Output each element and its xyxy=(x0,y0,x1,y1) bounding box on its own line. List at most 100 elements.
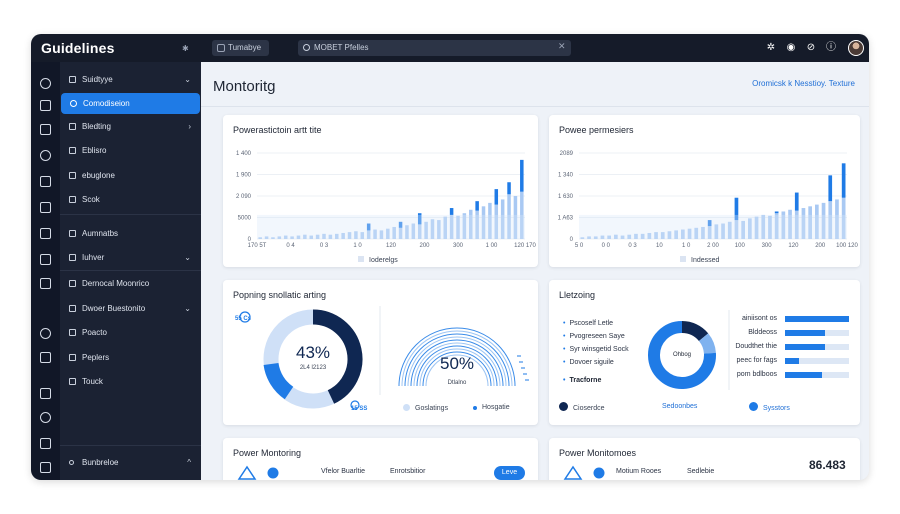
sidebar-item-aumnatbs[interactable]: Aumnatbs xyxy=(60,223,201,244)
sidebar-item-peplers[interactable]: Peplers xyxy=(60,347,201,368)
y-tick-label: 1 340 xyxy=(558,173,574,179)
bar-peak xyxy=(774,211,779,214)
settings-icon[interactable]: ⊘ xyxy=(806,42,816,53)
sidebar-item-suidtyye[interactable]: Suidtyye ⌄ xyxy=(60,69,201,90)
gauge-arc xyxy=(422,351,492,387)
header-link[interactable]: Oromicsk k Nesstioy. Texture xyxy=(752,79,855,88)
image-icon[interactable] xyxy=(40,176,51,187)
share-icon[interactable] xyxy=(40,328,51,339)
bar xyxy=(354,231,358,239)
link-icon[interactable] xyxy=(40,412,51,423)
bar xyxy=(640,233,645,239)
target-icon[interactable] xyxy=(40,150,51,161)
sidebar-item-label: Touck xyxy=(82,377,103,386)
sidebar-item-dwoer-buestonito[interactable]: Dwoer Buestonito ⌄ xyxy=(60,298,201,319)
bar xyxy=(580,237,585,239)
sidebar-item-label: Dwoer Buestonito xyxy=(82,304,146,313)
bar xyxy=(761,214,766,239)
sidebar-item-label: Peplers xyxy=(82,353,110,362)
bar xyxy=(462,213,467,239)
cloud-icon[interactable] xyxy=(40,352,51,363)
gauge-arc xyxy=(410,339,504,387)
chart-legend: Indessed xyxy=(680,256,719,264)
sidebar-item-dernocal-moonrico[interactable]: Dernocal Moonrico xyxy=(60,273,201,294)
bar xyxy=(341,232,345,239)
bar xyxy=(373,229,377,239)
x-tick-label: 100 120 xyxy=(836,243,858,249)
leve-button[interactable]: Leve xyxy=(494,466,525,480)
bar xyxy=(315,234,320,239)
top-tab[interactable]: Tumabye xyxy=(212,40,269,56)
bar xyxy=(801,208,806,239)
bar xyxy=(443,216,447,239)
bar xyxy=(264,236,269,239)
y-tick-label: 2 090 xyxy=(236,194,252,200)
bar xyxy=(469,209,473,239)
x-tick-label: 0 3 xyxy=(628,243,637,249)
bar xyxy=(424,221,428,239)
legend-swatch xyxy=(680,256,686,262)
pin-icon[interactable]: ✱ xyxy=(182,44,189,53)
sidebar-footer[interactable]: Bunbreloe ^ xyxy=(60,452,201,473)
book-icon[interactable] xyxy=(40,388,51,399)
report-icon[interactable] xyxy=(40,278,51,289)
bar xyxy=(660,232,665,239)
help-icon[interactable]: ◉ xyxy=(786,42,796,53)
sidebar-item-poacto[interactable]: Poacto xyxy=(60,322,201,343)
sidebar-item-iuhver[interactable]: Iuhver ⌄ xyxy=(60,247,201,268)
bar xyxy=(347,232,352,239)
bar xyxy=(768,215,772,239)
app-window: Guidelines ✱ Tumabye ✕ ✲ ◉ ⊘ ⓘ Suidtyye xyxy=(31,34,869,480)
sidebar-item-scok[interactable]: Scok xyxy=(60,189,201,210)
search-input[interactable] xyxy=(298,40,571,56)
flag-icon xyxy=(69,123,76,130)
header-divider xyxy=(201,106,869,107)
bar xyxy=(437,220,441,239)
hbar-track xyxy=(785,358,849,364)
bar-peak xyxy=(828,175,833,202)
hbar-track xyxy=(785,316,849,322)
avatar[interactable] xyxy=(848,40,864,56)
gauge-arc xyxy=(404,333,510,387)
home-icon[interactable] xyxy=(40,438,51,449)
terminal-icon[interactable] xyxy=(40,462,51,473)
hbar-fill xyxy=(785,344,825,350)
bar xyxy=(335,233,339,239)
info-icon[interactable]: ⓘ xyxy=(826,42,836,53)
gauge-arc xyxy=(425,354,489,387)
window-icon[interactable] xyxy=(40,100,51,111)
y-tick-label: 1 400 xyxy=(236,151,252,157)
lock-icon[interactable] xyxy=(40,254,51,265)
sidebar-item-eblisro[interactable]: Eblisro xyxy=(60,140,201,161)
gauge-sub: Dtlalno xyxy=(447,380,467,386)
top-tab-label: Tumabye xyxy=(228,43,262,52)
bar xyxy=(694,227,699,239)
doc-icon[interactable] xyxy=(40,202,51,213)
sidebar-item-touck[interactable]: Touck xyxy=(60,371,201,392)
hbar-label: Blddeoss xyxy=(748,329,777,336)
dashboard-icon[interactable] xyxy=(40,78,51,89)
circle-icon xyxy=(70,100,77,107)
badge-top: 55 Cs xyxy=(235,316,252,322)
y-tick-label: 1 630 xyxy=(558,194,574,200)
bar xyxy=(654,232,658,239)
chart-card-right: Powee permesiers 2089 1 340 1 630 1 A63 0 5 0… xyxy=(549,115,860,267)
tab-icon xyxy=(217,44,225,52)
x-tick-label: 300 xyxy=(762,243,773,249)
media-icon[interactable] xyxy=(40,228,51,239)
sidebar-item-comodiseion[interactable]: Comodiseion xyxy=(61,93,200,114)
bar xyxy=(417,224,422,239)
sidebar-item-ebuglone[interactable]: ebuglone xyxy=(60,165,201,186)
bar-peak xyxy=(494,189,499,205)
sidebar-item-bledting[interactable]: Bledting › xyxy=(60,116,201,137)
close-icon[interactable]: ✕ xyxy=(558,41,566,51)
gear-icon[interactable]: ✲ xyxy=(766,42,776,53)
calendar-icon[interactable] xyxy=(40,124,51,135)
bar xyxy=(794,210,799,239)
bar xyxy=(271,237,275,239)
list-item: Syr winsgetid Sock xyxy=(563,346,628,353)
bar-peak xyxy=(707,220,712,227)
sidebar-footer-label: Bunbreloe xyxy=(82,458,119,467)
badge-bottom: 15 SS xyxy=(351,406,368,412)
bar xyxy=(392,226,396,239)
